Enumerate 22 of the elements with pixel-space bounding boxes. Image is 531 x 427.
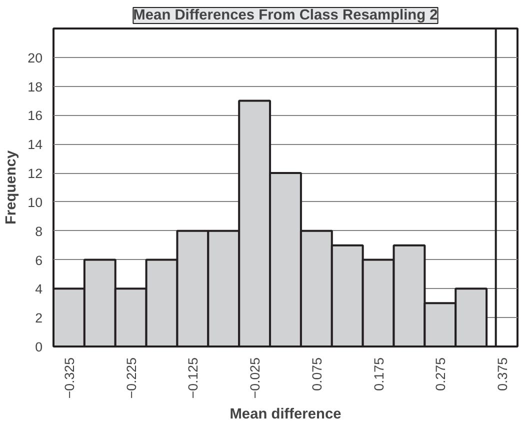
y-tick-label: 10 xyxy=(28,194,43,210)
y-tick-label: 18 xyxy=(28,79,43,94)
y-tick-label: 12 xyxy=(28,166,43,182)
x-tick-label: −0.225 xyxy=(124,357,139,399)
x-tick-label: −0.025 xyxy=(248,357,263,399)
y-tick-label: 2 xyxy=(35,310,43,326)
x-tick-label: 0.275 xyxy=(433,357,448,391)
y-tick-label: 16 xyxy=(28,108,43,124)
y-tick-label: 4 xyxy=(35,282,44,297)
y-tick-label: 6 xyxy=(35,252,43,268)
y-tick-label: 14 xyxy=(28,137,44,152)
chart-title: Mean Differences From Class Resampling 2 xyxy=(133,8,438,24)
x-tick-label: 0.175 xyxy=(371,357,386,391)
y-tick-label: 20 xyxy=(28,50,43,66)
y-axis-title: Frequency xyxy=(4,150,20,225)
x-axis-title: Mean difference xyxy=(230,406,342,423)
x-tick-label: −0.325 xyxy=(62,357,77,399)
x-tick-label: 0.075 xyxy=(309,357,324,391)
y-tick-label: 8 xyxy=(35,224,43,239)
x-tick-label: 0.375 xyxy=(495,357,510,391)
x-tick-label: −0.125 xyxy=(186,357,201,399)
y-tick-label: 0 xyxy=(35,340,43,354)
